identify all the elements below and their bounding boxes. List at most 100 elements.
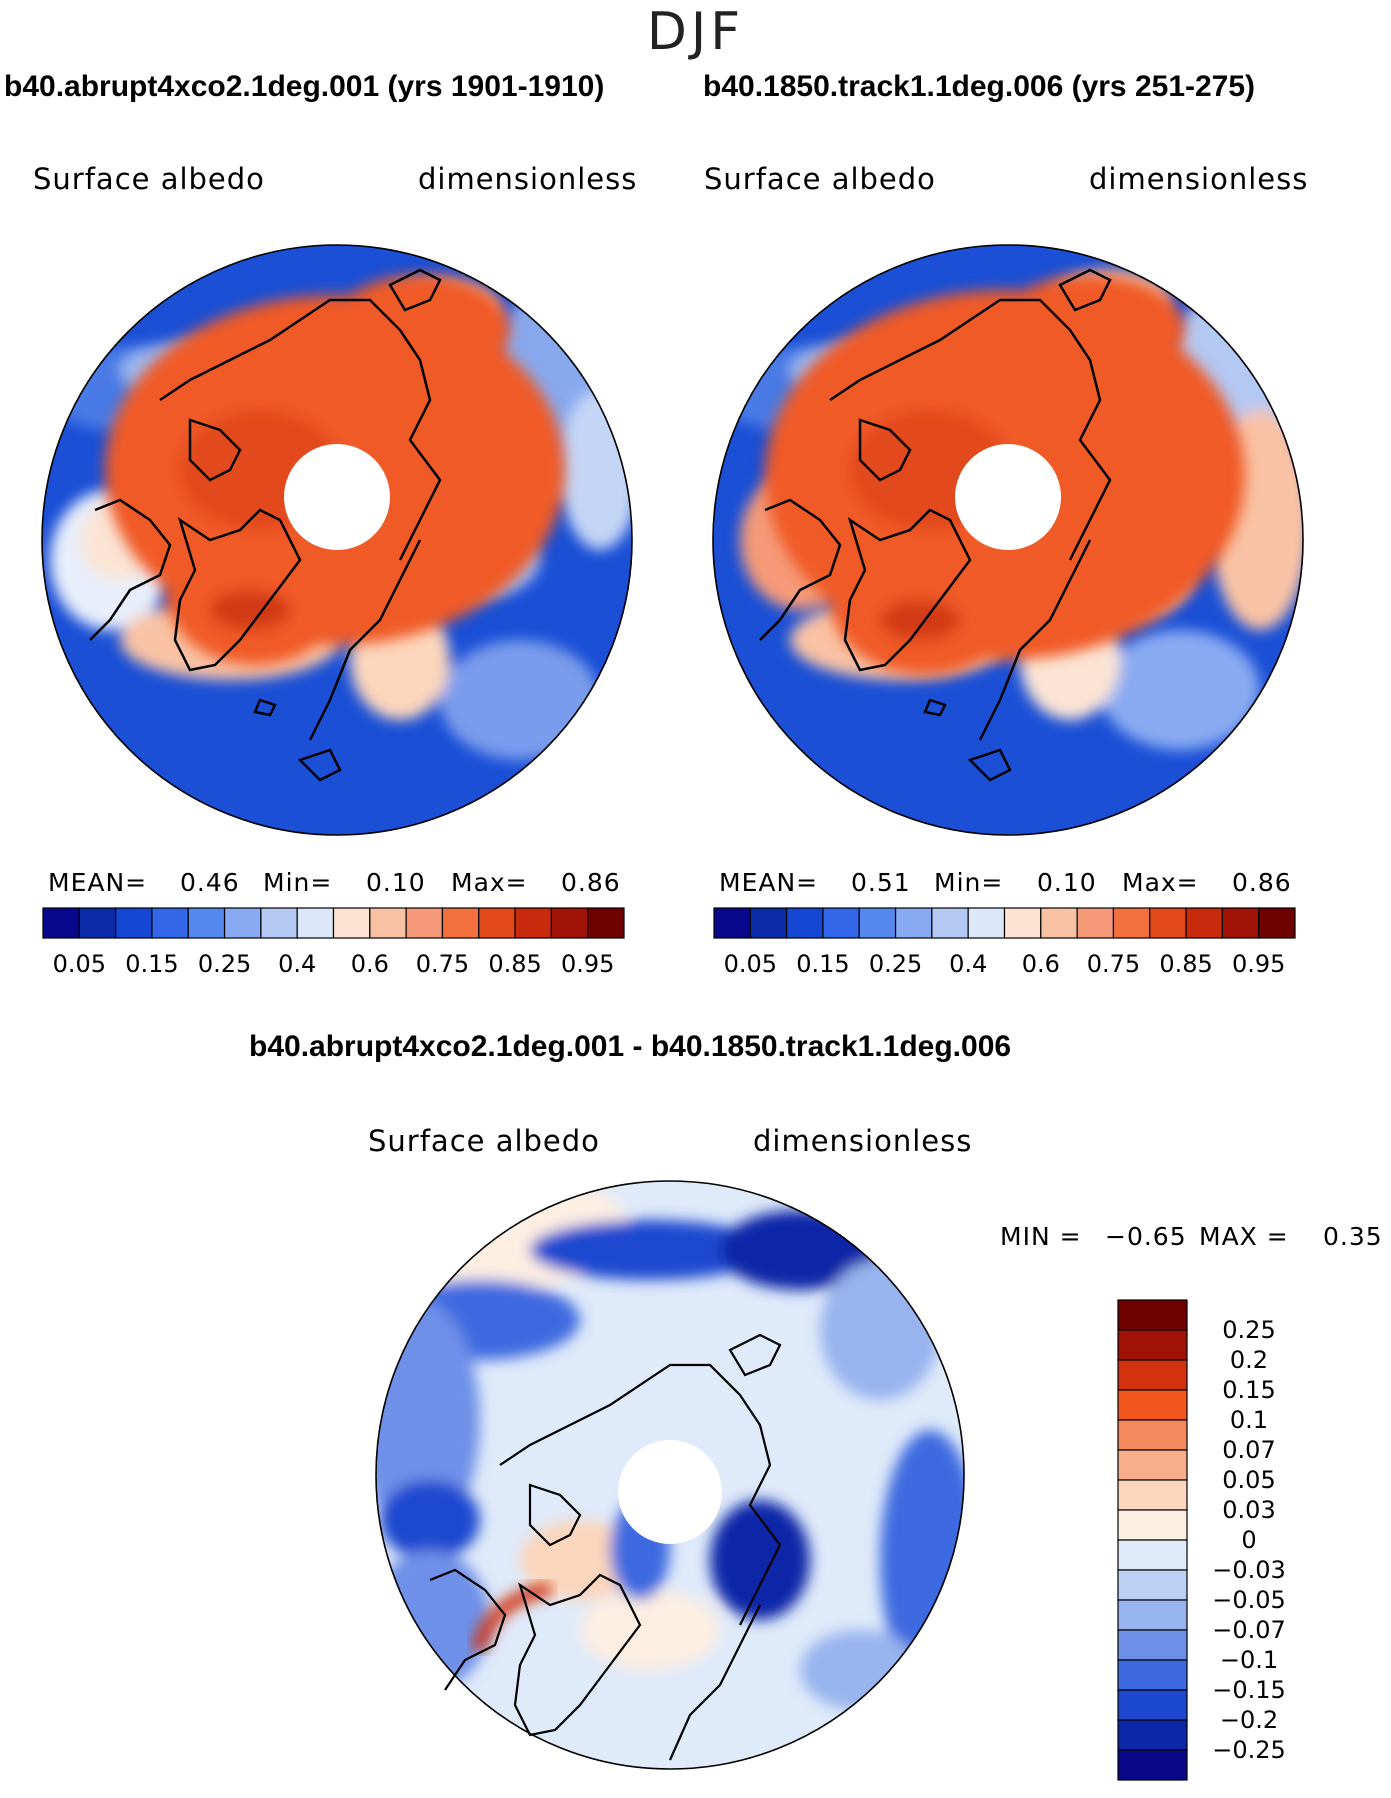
left-mean-value: 0.46	[180, 868, 240, 897]
right-colorbar-tick-label: 0.95	[1232, 950, 1285, 978]
difference-colorbar-swatch-10	[1117, 1599, 1188, 1631]
right-colorbar-tick-label: 0.4	[949, 950, 987, 978]
left-panel-title: b40.abrupt4xco2.1deg.001 (yrs 1901-1910)	[4, 70, 605, 103]
difference-colorbar-tick-label: 0	[1241, 1526, 1256, 1554]
left-colorbar-swatch-12	[478, 907, 516, 939]
difference-colorbar-tick-label: 0.05	[1222, 1466, 1275, 1494]
left-colorbar-tick-label: 0.85	[488, 950, 541, 978]
difference-colorbar-swatch-15	[1117, 1749, 1188, 1781]
right-colorbar-swatch-0	[713, 907, 751, 939]
left-colorbar-swatch-2	[115, 907, 153, 939]
left-colorbar-swatch-4	[187, 907, 226, 939]
left-colorbar-swatch-5	[223, 907, 262, 939]
right-colorbar-swatch-4	[858, 907, 897, 939]
difference-colorbar-swatch-14	[1117, 1719, 1188, 1751]
right-variable-label: Surface albedo	[704, 162, 936, 196]
right-colorbar-swatch-8	[1003, 907, 1042, 939]
right-map-border	[712, 244, 1304, 836]
right-colorbar-swatch-5	[894, 907, 933, 939]
left-mean-label: MEAN=	[48, 868, 148, 897]
left-min-label: Min=	[263, 868, 333, 897]
left-colorbar-swatch-8	[332, 907, 371, 939]
season-title: DJF	[646, 2, 745, 62]
right-colorbar-swatch-1	[749, 907, 788, 939]
right-colorbar-tick-label: 0.6	[1022, 950, 1060, 978]
left-colorbar-swatch-11	[441, 907, 480, 939]
difference-colorbar-swatch-2	[1117, 1359, 1188, 1391]
left-min-value: 0.10	[366, 868, 426, 897]
difference-colorbar-tick-label: 0.2	[1230, 1346, 1268, 1374]
difference-colorbar-swatch-13	[1117, 1689, 1188, 1721]
left-colorbar-swatch-0	[42, 907, 80, 939]
right-coastlines	[759, 268, 1112, 782]
difference-colorbar-swatch-1	[1117, 1329, 1188, 1361]
right-colorbar-swatch-10	[1076, 907, 1115, 939]
right-colorbar-swatch-11	[1112, 907, 1151, 939]
difference-colorbar-tick-label: −0.2	[1220, 1706, 1278, 1734]
right-colorbar-swatch-12	[1149, 907, 1187, 939]
right-colorbar: 0.05 0.15 0.25 0.4 0.6 0.75 0.85 0.95	[713, 907, 1296, 978]
diff-min-label: MIN =	[1000, 1222, 1082, 1251]
left-colorbar-swatch-3	[151, 907, 189, 939]
right-colorbar-swatch-2	[786, 907, 824, 939]
right-colorbar-swatch-6	[931, 907, 969, 939]
right-mean-value: 0.51	[851, 868, 911, 897]
difference-colorbar-tick-label: −0.15	[1212, 1676, 1286, 1704]
difference-colorbar-swatch-4	[1117, 1419, 1188, 1451]
difference-colorbar-swatch-12	[1117, 1659, 1188, 1691]
difference-colorbar-tick-label: 0.25	[1222, 1316, 1275, 1344]
right-colorbar-tick-label: 0.15	[796, 950, 849, 978]
difference-colorbar-swatch-0	[1117, 1299, 1188, 1331]
left-units-label: dimensionless	[418, 162, 638, 196]
difference-colorbar-swatch-3	[1117, 1389, 1188, 1421]
right-colorbar-tick-label: 0.25	[869, 950, 922, 978]
difference-map-border	[375, 1180, 965, 1770]
left-colorbar-swatch-14	[550, 907, 589, 939]
difference-colorbar-swatch-8	[1117, 1539, 1188, 1571]
left-colorbar-swatch-1	[78, 907, 117, 939]
left-max-label: Max=	[451, 868, 528, 897]
difference-colorbar-tick-label: 0.15	[1222, 1376, 1275, 1404]
left-coastlines	[89, 268, 442, 782]
right-colorbar-swatch-15	[1258, 907, 1296, 939]
left-colorbar-tick-label: 0.25	[198, 950, 251, 978]
left-colorbar-swatch-10	[405, 907, 444, 939]
right-colorbar-tick-label: 0.05	[724, 950, 777, 978]
left-max-value: 0.86	[561, 868, 621, 897]
difference-colorbar-tick-label: 0.03	[1222, 1496, 1275, 1524]
left-colorbar-tick-label: 0.05	[53, 950, 106, 978]
right-panel-title: b40.1850.track1.1deg.006 (yrs 251-275)	[703, 70, 1256, 103]
left-colorbar-tick-label: 0.95	[561, 950, 614, 978]
right-colorbar-swatch-14	[1221, 907, 1260, 939]
right-mean-label: MEAN=	[719, 868, 819, 897]
left-colorbar: 0.05 0.15 0.25 0.4 0.6 0.75 0.85 0.95	[42, 907, 625, 978]
left-colorbar-swatch-7	[296, 907, 335, 939]
difference-colorbar-tick-label: −0.05	[1212, 1586, 1286, 1614]
left-colorbar-tick-label: 0.75	[416, 950, 469, 978]
difference-colorbar-tick-label: −0.07	[1212, 1616, 1286, 1644]
left-colorbar-swatch-9	[369, 907, 407, 939]
diff-min-value: −0.65	[1105, 1222, 1187, 1251]
right-min-value: 0.10	[1037, 868, 1097, 897]
diff-units-label: dimensionless	[753, 1124, 973, 1158]
left-colorbar-swatch-6	[260, 907, 298, 939]
left-map-border	[41, 244, 633, 836]
right-max-label: Max=	[1122, 868, 1199, 897]
difference-colorbar-swatch-11	[1117, 1629, 1188, 1661]
difference-coastlines	[429, 1333, 782, 1761]
left-colorbar-tick-label: 0.6	[351, 950, 389, 978]
right-colorbar-swatch-3	[822, 907, 860, 939]
left-variable-label: Surface albedo	[33, 162, 265, 196]
right-units-label: dimensionless	[1089, 162, 1309, 196]
difference-polar-map	[376, 1181, 964, 1769]
difference-colorbar-swatch-7	[1117, 1509, 1188, 1541]
right-max-value: 0.86	[1232, 868, 1292, 897]
left-polar-map	[42, 245, 632, 835]
difference-colorbar-tick-label: −0.03	[1212, 1556, 1286, 1584]
diff-panel-title: b40.abrupt4xco2.1deg.001 - b40.1850.trac…	[249, 1030, 1012, 1063]
right-colorbar-swatch-13	[1185, 907, 1223, 939]
difference-colorbar-swatch-9	[1117, 1569, 1188, 1601]
difference-colorbar-swatch-5	[1117, 1449, 1188, 1481]
left-colorbar-tick-label: 0.4	[278, 950, 316, 978]
